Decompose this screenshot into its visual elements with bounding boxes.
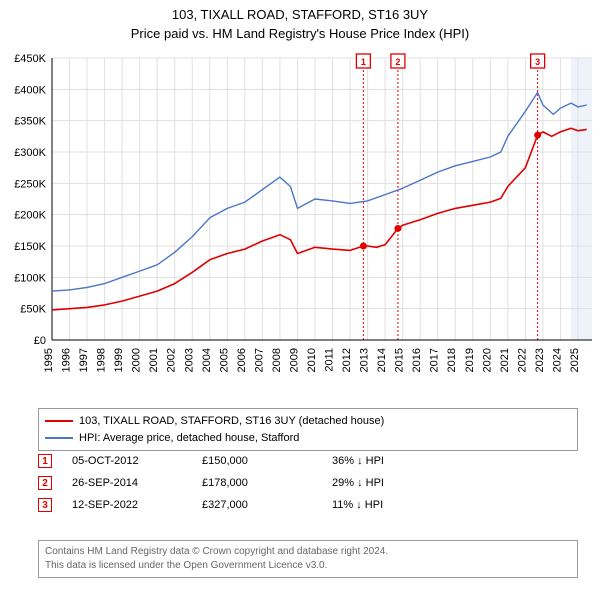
event-price: £150,000: [202, 455, 312, 467]
svg-text:2024: 2024: [551, 348, 563, 372]
svg-text:1996: 1996: [61, 348, 73, 372]
svg-text:2014: 2014: [376, 348, 388, 372]
svg-text:2007: 2007: [253, 348, 265, 372]
event-price: £178,000: [202, 477, 312, 489]
svg-text:£450K: £450K: [14, 53, 46, 65]
svg-text:2016: 2016: [411, 348, 423, 372]
svg-text:£400K: £400K: [14, 84, 46, 96]
svg-text:2019: 2019: [464, 348, 476, 372]
svg-text:2020: 2020: [481, 348, 493, 372]
svg-text:2006: 2006: [236, 348, 248, 372]
svg-text:2001: 2001: [148, 348, 160, 372]
legend-label: HPI: Average price, detached house, Staf…: [79, 430, 299, 447]
svg-text:£50K: £50K: [20, 304, 46, 316]
svg-text:£100K: £100K: [14, 272, 46, 284]
line-chart-svg: £0 £50K £100K £150K £200K £250K £300K £350K £400…: [0, 50, 600, 400]
svg-text:2009: 2009: [288, 348, 300, 372]
svg-text:£350K: £350K: [14, 116, 46, 128]
legend-box: 103, TIXALL ROAD, STAFFORD, ST16 3UY (de…: [38, 408, 578, 451]
svg-text:£200K: £200K: [14, 210, 46, 222]
chart-container: 103, TIXALL ROAD, STAFFORD, ST16 3UY Pri…: [0, 0, 600, 590]
legend-swatch: [45, 420, 73, 422]
svg-text:2003: 2003: [183, 348, 195, 372]
svg-text:2: 2: [395, 57, 400, 67]
footer-line-2: This data is licensed under the Open Gov…: [45, 559, 571, 573]
svg-text:2015: 2015: [394, 348, 406, 372]
svg-text:2012: 2012: [341, 348, 353, 372]
svg-text:£0: £0: [34, 335, 46, 347]
event-marker: 2: [38, 476, 52, 490]
event-row: 1 05-OCT-2012 £150,000 36% ↓ HPI: [38, 450, 578, 472]
chart-subtitle: Price paid vs. HM Land Registry's House …: [0, 24, 600, 41]
events-table: 1 05-OCT-2012 £150,000 36% ↓ HPI 2 26-SEP-201…: [38, 450, 578, 516]
svg-text:2004: 2004: [201, 348, 213, 372]
event-marker: 1: [38, 454, 52, 468]
svg-text:2008: 2008: [271, 348, 283, 372]
legend-swatch: [45, 437, 73, 439]
event-date: 05-OCT-2012: [72, 455, 182, 467]
legend-item: HPI: Average price, detached house, Staf…: [45, 430, 571, 447]
svg-text:3: 3: [535, 57, 540, 67]
svg-text:1: 1: [361, 57, 366, 67]
svg-text:1999: 1999: [113, 348, 125, 372]
svg-text:2002: 2002: [166, 348, 178, 372]
svg-text:2005: 2005: [218, 348, 230, 372]
legend-label: 103, TIXALL ROAD, STAFFORD, ST16 3UY (de…: [79, 413, 384, 430]
event-row: 2 26-SEP-2014 £178,000 29% ↓ HPI: [38, 472, 578, 494]
event-marker: 3: [38, 498, 52, 512]
event-diff: 29% ↓ HPI: [332, 477, 452, 489]
svg-text:2025: 2025: [569, 348, 581, 372]
legend-item: 103, TIXALL ROAD, STAFFORD, ST16 3UY (de…: [45, 413, 571, 430]
event-price: £327,000: [202, 499, 312, 511]
svg-text:£300K: £300K: [14, 147, 46, 159]
event-row: 3 12-SEP-2022 £327,000 11% ↓ HPI: [38, 494, 578, 516]
svg-text:£150K: £150K: [14, 241, 46, 253]
svg-text:1997: 1997: [78, 348, 90, 372]
svg-text:1995: 1995: [43, 348, 55, 372]
chart-plot-area: £0 £50K £100K £150K £200K £250K £300K £350K £400…: [0, 50, 600, 400]
event-date: 26-SEP-2014: [72, 477, 182, 489]
svg-text:2022: 2022: [516, 348, 528, 372]
chart-title: 103, TIXALL ROAD, STAFFORD, ST16 3UY: [0, 0, 600, 24]
svg-text:2013: 2013: [359, 348, 371, 372]
svg-text:2011: 2011: [324, 348, 336, 372]
svg-text:£250K: £250K: [14, 178, 46, 190]
svg-text:2010: 2010: [306, 348, 318, 372]
svg-text:2017: 2017: [429, 348, 441, 372]
event-date: 12-SEP-2022: [72, 499, 182, 511]
footer-line-1: Contains HM Land Registry data © Crown c…: [45, 545, 571, 559]
event-diff: 36% ↓ HPI: [332, 455, 452, 467]
svg-text:1998: 1998: [96, 348, 108, 372]
svg-text:2023: 2023: [534, 348, 546, 372]
svg-text:2000: 2000: [131, 348, 143, 372]
attribution-footer: Contains HM Land Registry data © Crown c…: [38, 540, 578, 578]
event-diff: 11% ↓ HPI: [332, 499, 452, 511]
svg-text:2021: 2021: [499, 348, 511, 372]
svg-text:2018: 2018: [446, 348, 458, 372]
